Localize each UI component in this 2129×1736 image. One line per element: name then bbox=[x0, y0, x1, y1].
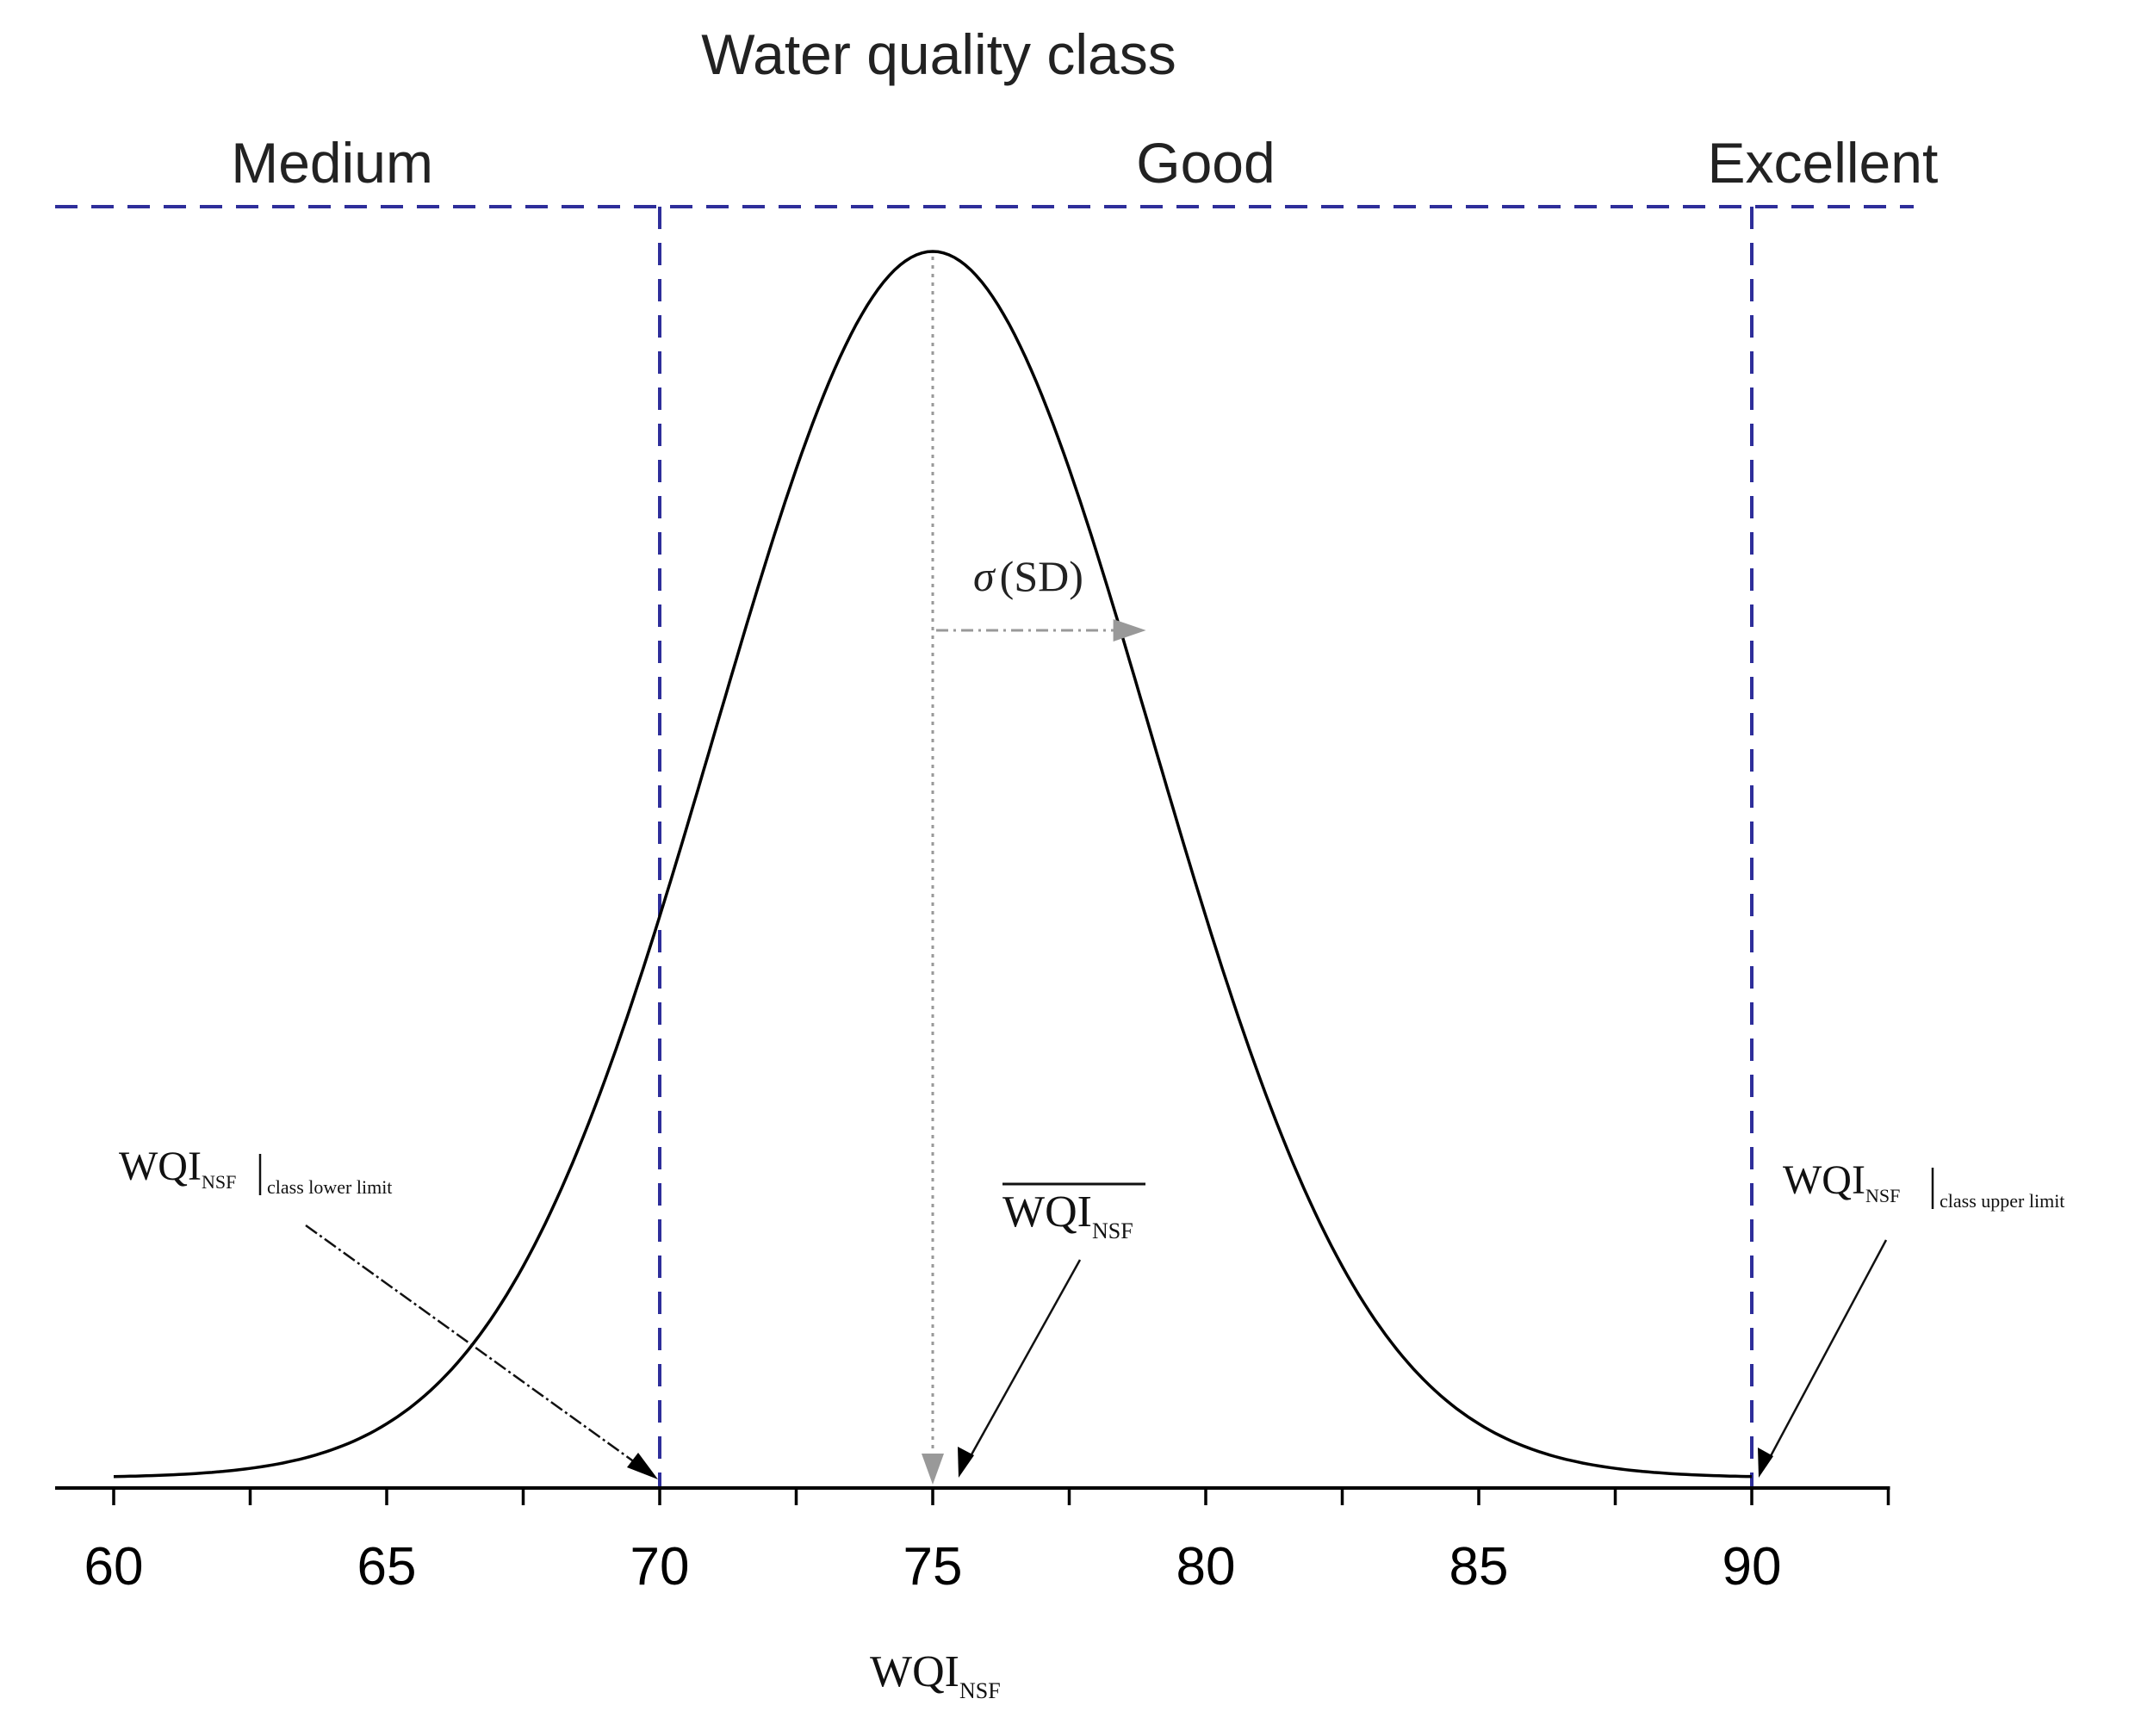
x-axis-label: WQINSF bbox=[870, 1647, 1001, 1703]
lower-limit-label: WQINSF bbox=[119, 1144, 236, 1193]
mean-arrowhead bbox=[922, 1454, 944, 1485]
lower-limit-arrow bbox=[305, 1224, 645, 1471]
class-labels: Medium Good Excellent bbox=[231, 131, 1938, 195]
mean-label: WQINSF bbox=[1002, 1187, 1133, 1243]
x-axis: 60 65 70 75 80 85 90 bbox=[55, 1486, 1890, 1596]
mean-label-arrow bbox=[965, 1259, 1082, 1465]
lower-limit-arrowhead bbox=[627, 1453, 658, 1479]
mean-label-arrowhead bbox=[958, 1447, 974, 1478]
x-tick-label: 70 bbox=[630, 1537, 690, 1596]
class-label-medium: Medium bbox=[231, 131, 433, 195]
upper-limit-arrowhead bbox=[1758, 1448, 1773, 1478]
class-label-excellent: Excellent bbox=[1708, 131, 1939, 195]
mean-line bbox=[922, 257, 944, 1485]
x-tick-label: 80 bbox=[1176, 1537, 1236, 1596]
sigma-arrow bbox=[936, 619, 1146, 642]
x-tick-label: 65 bbox=[357, 1537, 417, 1596]
sigma-arrowhead bbox=[1113, 619, 1146, 642]
sigma-label: σ (SD) bbox=[973, 552, 1083, 600]
x-tick-label: 85 bbox=[1449, 1537, 1509, 1596]
normal-curve bbox=[113, 250, 1753, 1479]
class-boundaries bbox=[658, 207, 1753, 1488]
chart-title: Water quality class bbox=[701, 22, 1176, 86]
upper-limit-tail: class upper limit bbox=[1940, 1190, 2064, 1212]
upper-limit-label: WQINSF bbox=[1783, 1157, 1900, 1206]
lower-limit-tail: class lower limit bbox=[267, 1176, 392, 1198]
x-tick-label: 60 bbox=[84, 1537, 144, 1596]
x-tick-label: 90 bbox=[1722, 1537, 1782, 1596]
x-tick-label: 75 bbox=[903, 1537, 963, 1596]
class-label-good: Good bbox=[1136, 131, 1275, 195]
upper-limit-arrow bbox=[1764, 1239, 1888, 1466]
